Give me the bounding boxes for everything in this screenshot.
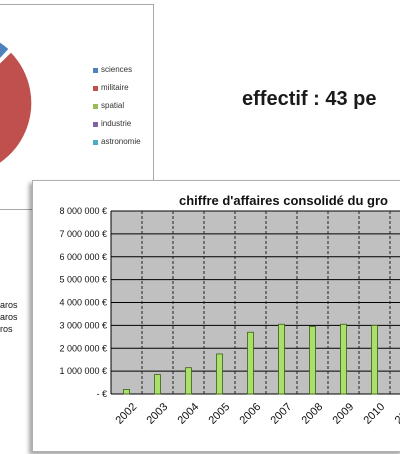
revenue-chart-panel: chiffre d'affaires consolidé du gro - € 1… xyxy=(32,180,400,452)
y-tick-label: 6 000 000 € xyxy=(59,252,107,262)
pie-chart-panel: sciences militaire spatial industrie ast… xyxy=(0,4,154,210)
y-tick-label: 4 000 000 € xyxy=(59,298,107,308)
y-tick-label: 3 000 000 € xyxy=(59,320,107,330)
legend-label: industrie xyxy=(101,119,132,128)
legend-swatch xyxy=(93,86,98,91)
y-tick-label: 5 000 000 € xyxy=(59,275,107,285)
side-label: aros xyxy=(0,300,18,310)
x-tick-label: 2011 xyxy=(393,401,400,426)
chart-title: chiffre d'affaires consolidé du gro xyxy=(179,193,388,208)
headcount-headline: effectif : 43 pe xyxy=(242,88,377,110)
legend-swatch xyxy=(93,68,98,73)
legend-label: sciences xyxy=(101,65,133,74)
bar-2010 xyxy=(371,324,378,395)
y-tick-label: 8 000 000 € xyxy=(59,206,107,216)
pie-slice-militaire xyxy=(0,51,33,164)
bar-2009 xyxy=(340,323,347,395)
x-tick-label: 2008 xyxy=(299,401,325,427)
bar-2007 xyxy=(278,323,285,395)
pie-slice-sciences xyxy=(0,41,10,60)
y-tick-label: 7 000 000 € xyxy=(59,229,107,239)
x-tick-label: 2009 xyxy=(330,401,356,427)
bar-2005 xyxy=(216,353,223,395)
legend-swatch xyxy=(93,140,98,145)
pie-chart xyxy=(0,41,33,164)
y-tick-label: 1 000 000 € xyxy=(59,366,107,376)
x-tick-label: 2004 xyxy=(175,401,201,427)
legend-swatch xyxy=(93,122,98,127)
y-tick-label: - € xyxy=(96,389,107,399)
bar-2006 xyxy=(247,331,254,395)
x-tick-label: 2002 xyxy=(113,401,139,427)
side-label: aros xyxy=(0,312,18,322)
x-tick-label: 2006 xyxy=(237,401,263,427)
y-tick-label: 2 000 000 € xyxy=(59,343,107,353)
x-tick-label: 2007 xyxy=(268,401,294,427)
legend-swatch xyxy=(93,104,98,109)
side-label: ros xyxy=(0,324,13,334)
bar-2002 xyxy=(123,389,130,395)
revenue-bar-chart: - € 1 000 000 € 2 000 000 € 3 000 000 € 4 00… xyxy=(59,206,400,427)
bar-2003 xyxy=(154,374,161,395)
side-label-list: aros aros ros xyxy=(0,299,18,335)
x-tick-label: 2010 xyxy=(361,401,387,427)
x-tick-label: 2003 xyxy=(144,401,170,427)
x-tick-label: 2005 xyxy=(206,401,232,427)
legend-label: astronomie xyxy=(101,137,141,146)
legend-label: spatial xyxy=(101,101,125,110)
bar-2008 xyxy=(309,326,316,395)
legend-label: militaire xyxy=(101,83,129,92)
bar-2004 xyxy=(185,367,192,395)
